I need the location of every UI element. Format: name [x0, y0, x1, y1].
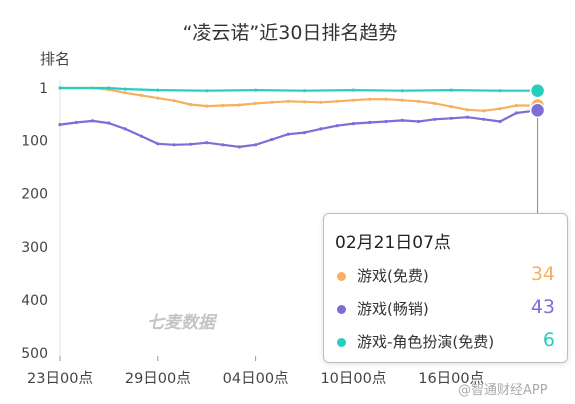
series-point	[221, 143, 225, 147]
series-point	[498, 89, 502, 93]
series-point	[400, 98, 404, 102]
x-tick-label: 29日00点	[125, 370, 191, 387]
y-axis-label: 排名	[40, 50, 70, 68]
series-point	[205, 141, 209, 145]
series-point	[400, 89, 404, 93]
series-point	[433, 101, 437, 105]
y-tick-label: 500	[21, 346, 48, 362]
series-point	[123, 91, 127, 95]
series-point	[335, 99, 339, 103]
legend-dot-rpg-free	[337, 338, 346, 347]
x-tick-label: 04日00点	[223, 370, 289, 387]
series-point	[156, 88, 160, 92]
series-point	[417, 119, 421, 124]
series-point	[351, 88, 355, 92]
series-point	[107, 121, 111, 125]
series-point	[302, 89, 307, 93]
series-point	[368, 97, 372, 101]
legend-dot-free-games	[337, 272, 346, 281]
series-point	[482, 117, 486, 121]
series-point	[335, 124, 339, 128]
series-point	[91, 119, 95, 123]
series-point	[319, 100, 323, 104]
tooltip-row-grossing-games: 游戏(畅销) 43	[335, 296, 557, 321]
series-point	[482, 109, 486, 113]
series-point	[433, 117, 437, 121]
series-point	[172, 99, 176, 103]
y-tick-label: 400	[21, 293, 48, 309]
series-point	[254, 101, 258, 105]
series-point	[417, 99, 421, 103]
series-point	[237, 145, 241, 149]
series-point	[58, 86, 62, 90]
tooltip-value: 34	[530, 263, 555, 285]
series-line-rpg-free	[60, 86, 538, 92]
series-point	[270, 137, 274, 142]
series-point	[319, 127, 323, 131]
series-point	[254, 88, 258, 92]
hover-marker-rpg-free	[529, 82, 546, 99]
series-point	[351, 122, 355, 126]
series-point	[205, 104, 209, 108]
y-tick-label: 300	[21, 240, 48, 256]
tooltip-value: 6	[542, 329, 555, 351]
series-point	[498, 107, 502, 111]
series-point	[302, 131, 307, 135]
series-point	[270, 100, 274, 104]
series-point	[384, 119, 388, 124]
y-tick-label: 200	[21, 187, 48, 203]
series-point	[205, 89, 209, 93]
hover-marker-grossing-games	[529, 102, 546, 119]
tooltip-title: 02月21日07点	[335, 233, 451, 253]
source-watermark: @智通财经APP	[458, 383, 548, 398]
series-point	[368, 120, 372, 125]
series-point	[188, 102, 192, 107]
series-point	[449, 116, 453, 120]
tooltip-value: 43	[530, 296, 555, 318]
series-point	[498, 119, 502, 124]
series-point	[139, 134, 144, 138]
tooltip-panel: 02月21日07点 游戏(免费) 34 游戏(畅销) 43 游戏-角色扮演(免费…	[323, 213, 568, 363]
series-point	[449, 105, 453, 109]
x-tick-label: 16日00点	[418, 370, 484, 387]
series-point	[139, 93, 144, 97]
series-point	[351, 98, 355, 102]
legend-dot-grossing-games	[337, 305, 346, 314]
series-point	[400, 118, 404, 122]
chart-title: “凌云诺”近30日排名趋势	[183, 22, 398, 44]
series-point	[58, 123, 62, 127]
series-point	[449, 88, 453, 92]
series-point	[465, 115, 470, 119]
series-point	[514, 103, 519, 108]
series-point	[188, 142, 192, 146]
series-point	[286, 132, 290, 136]
series-point	[74, 120, 78, 125]
tooltip-row-rpg-free: 游戏-角色扮演(免费) 6	[335, 329, 557, 354]
series-line-grossing-games	[59, 109, 538, 148]
series-point	[465, 108, 470, 112]
series-point	[302, 100, 307, 104]
series-point	[254, 143, 258, 147]
series-point	[514, 111, 519, 115]
series-point	[107, 86, 111, 90]
tooltip-label: 游戏(免费)	[357, 267, 429, 285]
series-point	[156, 96, 160, 100]
series-point	[123, 87, 127, 91]
series-point	[156, 142, 160, 146]
series-point	[237, 103, 241, 107]
y-tick-label: 100	[21, 134, 48, 150]
series-point	[123, 127, 127, 131]
tooltip-label: 游戏(畅销)	[357, 300, 429, 318]
watermark-text: 七麦数据	[147, 313, 218, 333]
series-point	[172, 143, 176, 147]
x-tick-label: 23日00点	[27, 370, 93, 387]
y-tick-label: 1	[39, 81, 48, 97]
x-tick-label: 10日00点	[320, 370, 386, 387]
series-point	[221, 103, 225, 108]
series-point	[286, 99, 290, 103]
tooltip-row-free-games: 游戏(免费) 34	[335, 263, 557, 288]
series-point	[384, 97, 388, 101]
tooltip-label: 游戏-角色扮演(免费)	[357, 333, 495, 351]
